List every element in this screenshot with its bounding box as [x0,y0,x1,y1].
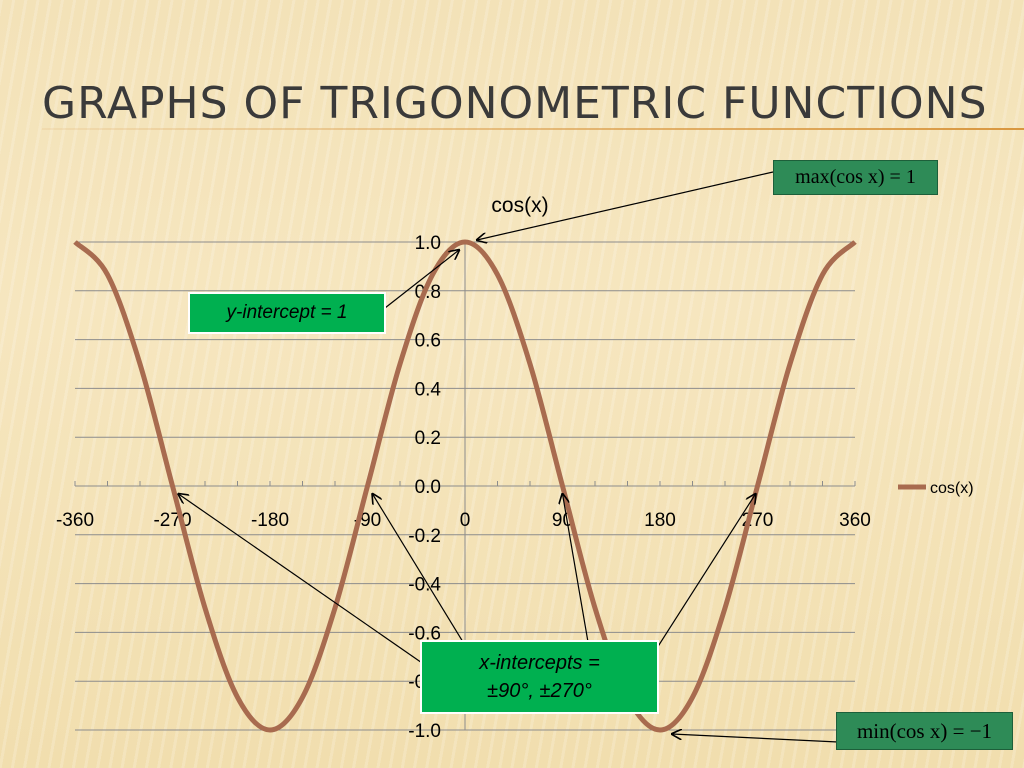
y-tick-label: 0.6 [415,331,441,352]
callout-arrows [179,171,839,743]
y-intercept-callout: y-intercept = 1 [188,292,386,334]
x-intercept-arrow-90 [563,494,589,643]
max-callout: max(cos x) = 1 [773,160,938,195]
x-intercepts-values: ±90°, ±270° [487,680,592,702]
x-tick-label: 180 [644,510,676,531]
title-divider [42,128,1024,130]
y-tick-label: -0.4 [408,575,441,596]
x-tick-label: 0 [460,510,471,531]
y-tick-label: 0.2 [415,428,441,449]
y-tick-label: 1.0 [415,233,441,254]
y-tick-label: 0.0 [415,477,441,498]
chart-series [73,239,857,733]
legend-label: cos(x) [930,480,974,497]
min-arrow [672,734,839,743]
x-intercepts-callout: x-intercepts = ±90°, ±270° [420,640,659,714]
chart-title: cos(x) [491,194,548,217]
y-tick-label: -0.6 [408,623,441,644]
x-tick-label: -360 [56,510,94,531]
y-intercept-arrow [384,250,459,309]
slide-title: GRAPHS OF TRIGONOMETRIC FUNCTIONS [42,78,988,129]
x-tick-label: -180 [251,510,289,531]
chart-legend: cos(x) [898,480,974,497]
max-arrow [477,171,774,240]
min-callout: min(cos x) = −1 [836,712,1013,750]
x-tick-label: 360 [839,510,871,531]
y-tick-label: -0.2 [408,526,441,547]
x-intercept-arrow-neg90 [373,494,464,643]
series-line [73,239,857,733]
y-tick-label: -1.0 [408,721,441,742]
x-intercept-arrow-270 [656,494,756,649]
x-intercepts-label: x-intercepts = [479,652,600,674]
x-intercept-arrow-neg270 [179,494,426,666]
y-tick-label: 0.4 [415,379,442,400]
